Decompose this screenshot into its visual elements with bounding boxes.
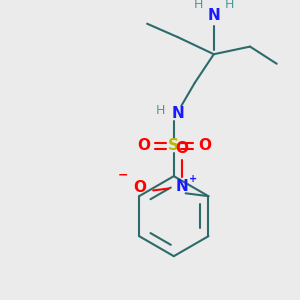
Text: O: O	[137, 138, 150, 153]
Text: O: O	[134, 180, 146, 195]
Text: S: S	[168, 138, 179, 153]
Text: O: O	[198, 138, 211, 153]
Text: O: O	[175, 141, 188, 156]
Text: H: H	[194, 0, 203, 11]
Text: H: H	[224, 0, 234, 11]
Text: H: H	[156, 104, 165, 117]
Text: N: N	[208, 8, 220, 23]
Text: +: +	[189, 174, 197, 184]
Text: N: N	[171, 106, 184, 121]
Text: N: N	[176, 179, 188, 194]
Text: −: −	[118, 169, 128, 182]
